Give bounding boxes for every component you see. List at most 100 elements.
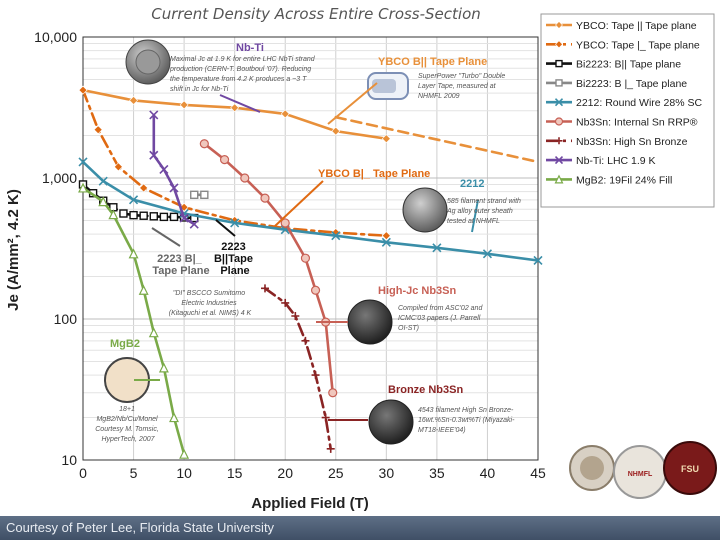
data-point (179, 100, 189, 110)
data-point (381, 231, 391, 241)
series-8 (149, 110, 199, 229)
legend-item: Nb-Ti: LHC 1.9 K (546, 155, 656, 167)
data-point (129, 210, 138, 220)
data-point (159, 164, 169, 175)
nbti-title: Nb-Ti (236, 42, 264, 54)
series-line (334, 115, 540, 164)
data-point (328, 388, 338, 398)
data-point (555, 21, 563, 29)
bi2223-note: "DI" BSCCO Sumitomo Electric Industries … (169, 290, 252, 317)
data-point (149, 150, 159, 160)
data-point (482, 249, 493, 259)
ybco-par-note: SuperPower "Turbo" Double Layer Tape, me… (418, 73, 507, 100)
annotation-images (104, 39, 448, 445)
ybco-tape-core (372, 79, 396, 93)
y-tick-label: 10 (61, 452, 77, 468)
data-point (128, 248, 139, 259)
bi2212-title: 2212 (460, 178, 484, 190)
data-point (93, 125, 103, 135)
nbti-arrow (219, 94, 261, 113)
legend-label: YBCO: Tape || Tape plane (576, 20, 697, 32)
data-point (98, 176, 108, 186)
legend-item: YBCO: Tape |_ Tape plane (546, 39, 700, 51)
legend-items: YBCO: Tape || Tape plane YBCO: Tape |_ Ta… (546, 20, 702, 186)
data-point (169, 212, 179, 222)
data-point (149, 110, 159, 120)
legend-label: Nb3Sn: High Sn Bronze (576, 136, 688, 148)
legend-label: Nb-Ti: LHC 1.9 K (576, 155, 656, 167)
data-point (261, 284, 269, 293)
legend-label: 2212: Round Wire 28% SC (576, 97, 702, 109)
annotation-arrows (134, 82, 479, 421)
x-tick-label: 5 (130, 465, 138, 481)
x-tick-label: 45 (530, 465, 546, 481)
data-point (555, 79, 563, 87)
data-point (148, 327, 159, 338)
legend-label: Bi2223: B |_ Tape plane (576, 78, 687, 90)
x-tick-label: 10 (176, 465, 192, 481)
data-point (190, 190, 199, 200)
series-line (263, 287, 332, 451)
footer-credit: Courtesy of Peter Lee, Florida State Uni… (6, 520, 275, 535)
grid (82, 37, 539, 461)
data-point (311, 371, 320, 380)
data-point (301, 336, 310, 345)
mgb2-note: 18+1 MgB2/Nb/Cu/Monel Courtesy M. Tomsic… (95, 406, 161, 443)
legend: YBCO: Tape || Tape plane YBCO: Tape |_ Ta… (540, 13, 715, 208)
bi2223-perp-arrow (151, 227, 181, 247)
data-point (78, 182, 88, 193)
data-point (179, 448, 190, 459)
data-point (331, 126, 341, 136)
legend-label: Nb3Sn: Internal Sn RRP® (576, 117, 698, 129)
data-point (149, 212, 158, 221)
data-point (98, 196, 109, 207)
data-point (533, 255, 543, 266)
y-tick-labels: 10,000 1,000 100 10 (34, 29, 77, 468)
bi2212-wire-image (402, 187, 448, 233)
data-point (179, 202, 189, 212)
data-point (139, 183, 149, 193)
legend-item: MgB2: 19Fil 24% Fill (546, 174, 672, 186)
data-point (78, 157, 88, 167)
legend-box (540, 13, 715, 208)
legend-label: Bi2223: B|| Tape plane (576, 59, 681, 71)
chart-title: Current Density Across Entire Cross-Sect… (151, 5, 481, 23)
data-point (189, 219, 199, 229)
ybco-perp-title: YBCO B|_ Tape Plane (318, 168, 430, 180)
legend-item: Nb3Sn: High Sn Bronze (546, 136, 688, 148)
legend-item: 2212: Round Wire 28% SC (546, 97, 702, 109)
x-axis-label: Applied Field (T) (251, 495, 369, 512)
data-point (321, 413, 330, 422)
series-1 (334, 115, 540, 164)
data-point (554, 98, 564, 107)
logo-fsu-text: FSU (681, 464, 699, 474)
y-tick-label: 1,000 (42, 170, 77, 186)
bi2223-par-label: 2223 B||Tape Plane (214, 241, 256, 277)
data-point (381, 134, 391, 144)
data-point (219, 155, 230, 165)
data-point (554, 117, 564, 126)
nbti-note: Maximal Jc at 1.9 K for entire LHC NbTi … (169, 56, 317, 93)
bronze-note: 4543 filament High Sn Bronze- 16wt.%Sn-0… (418, 407, 516, 434)
data-point (291, 312, 300, 321)
data-point (113, 162, 123, 172)
bi2212-arrow (471, 199, 479, 233)
data-point (138, 284, 149, 295)
data-point (230, 218, 240, 228)
data-point (300, 253, 311, 263)
data-point (280, 109, 290, 119)
legend-item: Bi2223: B|| Tape plane (546, 59, 681, 71)
logo-fsu (663, 441, 717, 495)
bi2223-perp-label: 2223 B|_ Tape Plane (152, 253, 209, 277)
data-point (432, 243, 442, 253)
series-layer (78, 85, 543, 459)
data-point (555, 137, 563, 145)
legend-item: Nb3Sn: Internal Sn RRP® (546, 117, 698, 129)
x-tick-label: 35 (429, 465, 445, 481)
logo-nhmfl-text: NHMFL (628, 471, 653, 478)
plot-area-border (82, 36, 539, 461)
x-tick-labels: 0 5 10 15 20 25 30 35 40 45 (79, 465, 546, 481)
highjc-note: Compiled from ASC'02 and ICMC'03 papers … (398, 305, 484, 332)
chart: Current Density Across Entire Cross-Sect… (5, 5, 717, 512)
data-point (260, 193, 270, 203)
